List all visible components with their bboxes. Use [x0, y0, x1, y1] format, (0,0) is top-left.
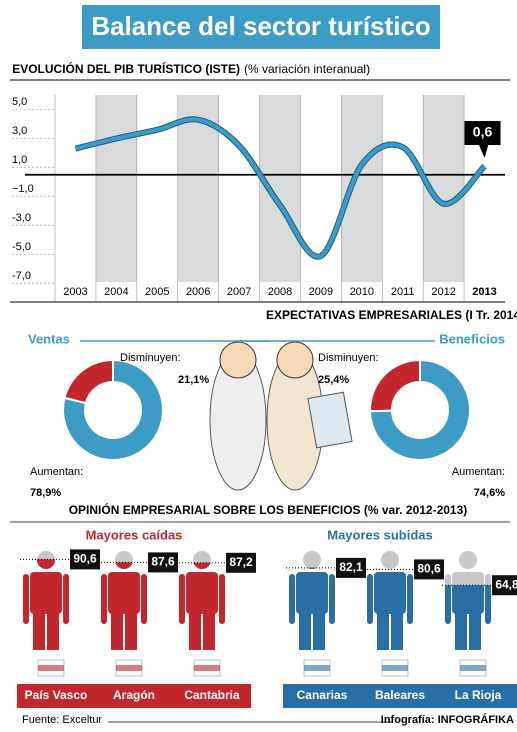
arm: [23, 574, 29, 624]
person-fill: [23, 551, 69, 650]
leg: [111, 610, 123, 650]
illustration: [210, 342, 352, 490]
pie-label: Disminuyen:: [120, 352, 181, 364]
value-label: 82,1: [339, 560, 363, 574]
region-name: País Vasco: [25, 688, 88, 702]
x-tick-label: 2013: [472, 286, 496, 298]
y-tick-label: -5,0: [12, 241, 31, 253]
chart-title: EVOLUCIÓN DEL PIB TURÍSTICO (ISTE): [12, 61, 240, 76]
flag-stripe: [194, 665, 220, 671]
y-tick-label: 5,0: [12, 96, 27, 108]
group-title: Mayores subidas: [327, 527, 433, 542]
value-label: 0,6: [473, 124, 493, 140]
pie-label: Aumentan:: [30, 466, 83, 478]
torso: [108, 572, 140, 614]
arm: [407, 574, 413, 624]
value-label: 87,6: [151, 555, 175, 569]
leg: [391, 610, 403, 650]
region-name: Canarias: [297, 688, 348, 702]
pie-label: Disminuyen:: [318, 352, 379, 364]
leg: [377, 610, 389, 650]
arm: [329, 574, 335, 624]
infographic: Balance del sector turístico EXPECTATIVA…: [0, 0, 517, 732]
flag-stripe: [382, 665, 408, 671]
x-tick-label: 2007: [227, 286, 251, 298]
flag-stripe: [116, 665, 142, 671]
arm: [289, 574, 295, 624]
section-title: EXPECTATIVAS EMPRESARIALES (I Tr. 2014): [266, 308, 517, 322]
person-fill: [179, 551, 225, 650]
arm: [367, 574, 373, 624]
y-tick-label: -3,0: [12, 212, 31, 224]
flag-stripe: [460, 665, 486, 671]
torso: [296, 572, 328, 614]
value-label: 87,2: [229, 555, 253, 569]
x-tick-label: 2005: [145, 286, 169, 298]
head: [381, 551, 399, 569]
leg: [313, 610, 325, 650]
leg: [299, 610, 311, 650]
x-tick-label: 2003: [63, 286, 87, 298]
leg: [33, 610, 45, 650]
head: [303, 551, 321, 569]
y-tick-label: -7,0: [12, 270, 31, 282]
torso: [186, 572, 218, 614]
pie-label: Aumentan:: [452, 466, 505, 478]
pie-value: 25,4%: [318, 374, 349, 386]
flag-stripe: [38, 665, 64, 671]
pie-value: 21,1%: [178, 374, 209, 386]
y-tick-label: 1,0: [12, 154, 27, 166]
leg: [203, 610, 215, 650]
value-label-pointer: [479, 144, 489, 158]
value-label: 80,6: [417, 562, 441, 576]
person-fill: [101, 551, 147, 650]
leg: [455, 610, 467, 650]
arm: [141, 574, 147, 624]
pie-slice: [64, 360, 113, 403]
pie-title: Ventas: [28, 331, 70, 346]
x-tick-label: 2008: [268, 286, 292, 298]
x-tick-label: 2012: [431, 286, 455, 298]
x-tick-label: 2004: [104, 286, 128, 298]
value-label: 64,8: [495, 577, 517, 591]
flag-stripe: [304, 665, 330, 671]
arm: [101, 574, 107, 624]
y-tick-label: −1,0: [12, 183, 34, 195]
region-name: Cantabria: [184, 688, 240, 702]
torso: [374, 572, 406, 614]
chart-subtitle: (% variación interanual): [244, 62, 370, 76]
x-tick-label: 2011: [391, 286, 415, 298]
leg: [47, 610, 59, 650]
credit: Infografía: INFOGRÁFIKA: [381, 713, 514, 726]
pie-slice: [370, 360, 420, 411]
group-title: Mayores caídas: [86, 527, 183, 542]
page-title: Balance del sector turístico: [91, 11, 431, 41]
head: [459, 551, 477, 569]
x-tick-label: 2006: [186, 286, 210, 298]
x-tick-label: 2009: [309, 286, 333, 298]
region-name: Baleares: [375, 688, 425, 702]
region-name: La Rioja: [455, 688, 502, 702]
arm: [63, 574, 69, 624]
y-tick-label: 3,0: [12, 125, 27, 137]
region-name: Aragón: [113, 688, 155, 702]
torso: [30, 572, 62, 614]
leg: [125, 610, 137, 650]
leg: [469, 610, 481, 650]
pie-title: Beneficios: [439, 331, 505, 346]
arm: [219, 574, 225, 624]
x-tick-label: 2010: [350, 286, 374, 298]
chart-title: OPINIÓN EMPRESARIAL SOBRE LOS BENEFICIOS…: [69, 502, 468, 517]
leg: [189, 610, 201, 650]
arm: [179, 574, 185, 624]
value-label: 90,6: [73, 552, 97, 566]
band: [96, 95, 137, 282]
pie-value: 78,9%: [30, 487, 61, 499]
source: Fuente: Exceltur: [22, 714, 102, 726]
pie-value: 74,6%: [474, 487, 505, 499]
